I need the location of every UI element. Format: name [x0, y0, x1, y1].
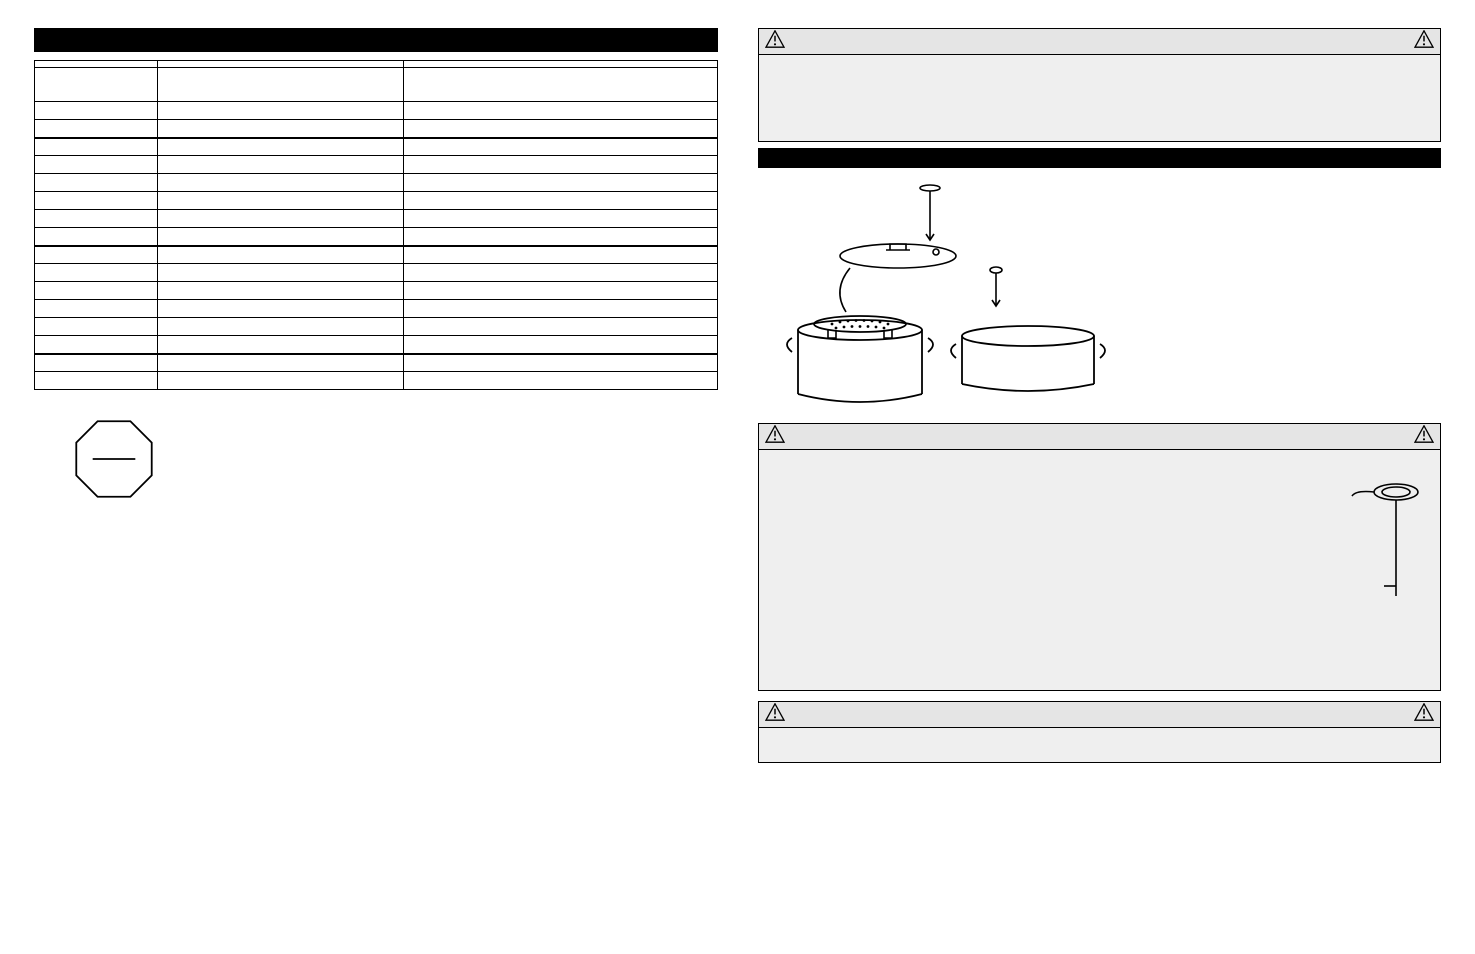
table-cell	[157, 372, 403, 390]
warning-icon	[765, 425, 785, 448]
table-cell	[35, 372, 158, 390]
table-cell	[403, 354, 717, 372]
table-cell	[35, 228, 158, 246]
table-row	[35, 68, 718, 102]
table-cell	[35, 120, 158, 138]
table-cell	[403, 246, 717, 264]
table-cell	[403, 336, 717, 354]
cooking-table	[34, 60, 718, 390]
table-row	[35, 318, 718, 336]
table-cell	[35, 282, 158, 300]
warning-icon	[765, 30, 785, 53]
stop-octagon-icon	[73, 418, 155, 500]
table-cell	[35, 354, 158, 372]
table-row	[35, 300, 718, 318]
th-2	[157, 61, 403, 68]
table-cell	[35, 156, 158, 174]
table-row	[35, 354, 718, 372]
table-cell	[157, 318, 403, 336]
table-cell	[403, 138, 717, 156]
table-cell	[403, 174, 717, 192]
warning-icon	[1414, 703, 1434, 726]
table-cell	[157, 264, 403, 282]
table-cell	[157, 102, 403, 120]
table-cell	[403, 156, 717, 174]
table-cell	[403, 102, 717, 120]
table-row	[35, 120, 718, 138]
table-row	[35, 102, 718, 120]
warning-box-3	[758, 701, 1442, 763]
table-cell	[35, 174, 158, 192]
section-title	[34, 32, 42, 47]
table-cell	[157, 120, 403, 138]
th-3	[403, 61, 717, 68]
left-column	[34, 28, 718, 500]
table-cell	[403, 372, 717, 390]
table-cell	[403, 264, 717, 282]
table-cell	[35, 138, 158, 156]
table-row	[35, 156, 718, 174]
table-cell	[35, 246, 158, 264]
table-cell	[157, 68, 403, 102]
warning-box-1	[758, 28, 1442, 142]
right-column	[758, 28, 1442, 763]
table-row	[35, 210, 718, 228]
thermometer-icon	[1346, 478, 1426, 613]
right-section-bar	[758, 148, 1442, 168]
table-cell	[35, 318, 158, 336]
warning-icon	[1414, 425, 1434, 448]
table-cell	[35, 102, 158, 120]
table-cell	[403, 300, 717, 318]
table-cell	[403, 210, 717, 228]
right-section-title	[758, 151, 766, 165]
octagon-row	[34, 418, 718, 500]
table-cell	[403, 282, 717, 300]
table-cell	[157, 156, 403, 174]
warning-box-2	[758, 423, 1442, 691]
table-cell	[403, 192, 717, 210]
table-row	[35, 282, 718, 300]
table-cell	[35, 264, 158, 282]
table-row	[35, 174, 718, 192]
table-cell	[35, 210, 158, 228]
warning-body	[759, 55, 1441, 141]
table-row	[35, 372, 718, 390]
table-row	[35, 138, 718, 156]
table-cell	[157, 282, 403, 300]
table-row	[35, 336, 718, 354]
warning-body	[759, 728, 1441, 762]
table-cell	[403, 68, 717, 102]
table-cell	[35, 68, 158, 102]
section-title-bar	[34, 28, 718, 52]
table-cell	[403, 318, 717, 336]
table-row	[35, 264, 718, 282]
table-cell	[157, 210, 403, 228]
table-cell	[157, 174, 403, 192]
warning-body	[759, 450, 1441, 690]
table-cell	[403, 228, 717, 246]
table-cell	[35, 300, 158, 318]
table-cell	[157, 192, 403, 210]
table-cell	[157, 228, 403, 246]
table-cell	[403, 120, 717, 138]
table-header-row	[35, 61, 718, 68]
th-1	[35, 61, 158, 68]
table-cell	[35, 336, 158, 354]
table-cell	[35, 192, 158, 210]
table-row	[35, 192, 718, 210]
table-cell	[157, 354, 403, 372]
warning-icon	[1414, 30, 1434, 53]
table-row	[35, 246, 718, 264]
table-cell	[157, 138, 403, 156]
table-cell	[157, 336, 403, 354]
table-row	[35, 228, 718, 246]
pot-illustration	[778, 178, 1442, 413]
table-cell	[157, 246, 403, 264]
table-cell	[157, 300, 403, 318]
warning-icon	[765, 703, 785, 726]
